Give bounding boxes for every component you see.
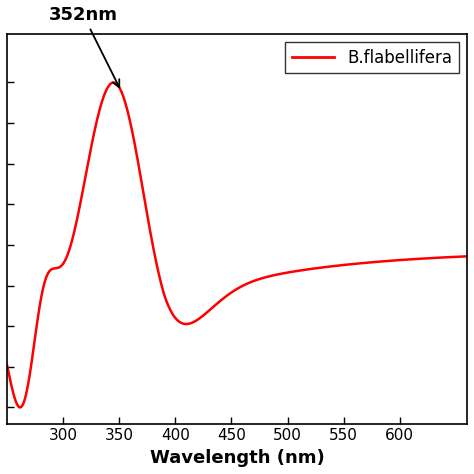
Legend: B.flabellifera: B.flabellifera xyxy=(285,42,459,73)
Text: 352nm: 352nm xyxy=(49,6,119,87)
X-axis label: Wavelength (nm): Wavelength (nm) xyxy=(150,449,324,467)
